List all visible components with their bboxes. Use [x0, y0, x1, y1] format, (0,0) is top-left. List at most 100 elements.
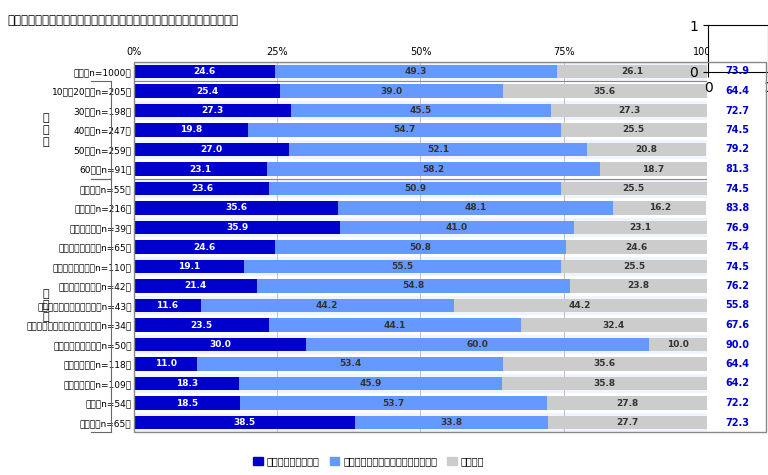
Bar [134, 65, 275, 78]
Text: 45.5: 45.5 [409, 106, 432, 115]
Bar [134, 257, 707, 276]
Bar [600, 162, 707, 176]
Bar [134, 140, 707, 159]
Text: 18.7: 18.7 [642, 164, 664, 173]
Bar [134, 181, 270, 195]
Text: 25.5: 25.5 [623, 184, 644, 193]
Text: 27.3: 27.3 [201, 106, 223, 115]
Text: 54.8: 54.8 [402, 282, 425, 291]
Bar [134, 179, 707, 198]
Text: 50.8: 50.8 [409, 243, 432, 251]
Bar [134, 396, 240, 410]
Legend: 内容まで知っている, 内容は知らないが言葉は知っている, 知らない: 内容まで知っている, 内容は知らないが言葉は知っている, 知らない [250, 452, 488, 470]
Bar [134, 260, 243, 273]
Bar [134, 413, 707, 432]
Text: 49.3: 49.3 [405, 67, 427, 76]
Text: 81.3: 81.3 [725, 164, 750, 174]
Text: 27.3: 27.3 [618, 106, 641, 115]
Bar [339, 221, 574, 234]
Text: 19.8: 19.8 [180, 125, 202, 134]
Bar [502, 377, 707, 390]
Text: 11.6: 11.6 [157, 301, 179, 310]
Text: 74.5: 74.5 [725, 262, 750, 272]
Bar [561, 181, 707, 195]
Bar [240, 396, 548, 410]
Text: 75.4: 75.4 [725, 242, 750, 252]
Text: 44.1: 44.1 [384, 321, 406, 330]
Text: 27.7: 27.7 [616, 418, 638, 427]
Text: 業
種
別: 業 種 別 [42, 289, 49, 322]
Bar [269, 318, 521, 332]
Text: 60.0: 60.0 [467, 340, 488, 349]
Text: 72.2: 72.2 [725, 398, 750, 408]
Text: 23.1: 23.1 [190, 164, 211, 173]
Text: 72.7: 72.7 [725, 105, 750, 115]
Text: 20.8: 20.8 [635, 145, 657, 154]
Bar [243, 260, 561, 273]
Text: 76.2: 76.2 [725, 281, 750, 291]
Text: 年
代
別: 年 代 別 [42, 114, 49, 147]
Bar [551, 104, 707, 117]
Bar [134, 123, 248, 137]
Bar [521, 318, 707, 332]
Bar [270, 181, 561, 195]
Bar [248, 123, 561, 137]
Text: 54.7: 54.7 [393, 125, 415, 134]
Bar [134, 299, 200, 313]
Bar [355, 416, 548, 429]
Bar [134, 354, 707, 374]
Bar [200, 299, 454, 313]
Bar [134, 84, 280, 98]
Bar [571, 279, 707, 293]
Bar [134, 393, 707, 413]
Bar [134, 240, 275, 254]
Bar [649, 338, 707, 352]
Bar [561, 260, 707, 273]
Text: 72.3: 72.3 [725, 418, 750, 428]
Text: 24.6: 24.6 [625, 243, 647, 251]
Text: 21.4: 21.4 [184, 282, 207, 291]
Text: 27.0: 27.0 [200, 145, 223, 154]
Text: 33.8: 33.8 [440, 418, 462, 427]
Bar [338, 201, 614, 215]
Text: 23.1: 23.1 [630, 223, 651, 232]
Text: 35.6: 35.6 [594, 360, 616, 369]
Bar [306, 338, 650, 352]
Text: 58.2: 58.2 [422, 164, 444, 173]
Bar [134, 101, 707, 120]
Text: カーボンニュートラルについてどの程度知っているか　［単一回答形式］: カーボンニュートラルについてどの程度知っているか ［単一回答形式］ [8, 14, 239, 27]
Bar [454, 299, 707, 313]
Text: 64.4: 64.4 [725, 86, 750, 96]
Bar [257, 279, 571, 293]
Bar [134, 374, 707, 393]
Text: 18.5: 18.5 [177, 399, 198, 408]
Bar [503, 84, 707, 98]
Text: 24.6: 24.6 [194, 243, 216, 251]
Bar [134, 198, 707, 218]
Bar [587, 142, 706, 156]
Text: 23.8: 23.8 [627, 282, 650, 291]
Text: 16.2: 16.2 [649, 203, 670, 212]
Text: 35.6: 35.6 [594, 86, 616, 95]
Bar [574, 221, 707, 234]
Bar [290, 104, 551, 117]
Bar [134, 104, 290, 117]
Bar [134, 237, 707, 257]
Text: 53.4: 53.4 [339, 360, 361, 369]
Bar [503, 357, 707, 371]
Bar [134, 357, 197, 371]
Text: 35.8: 35.8 [593, 379, 615, 388]
Text: 35.9: 35.9 [226, 223, 248, 232]
Bar [134, 81, 707, 101]
Text: 74.5: 74.5 [725, 183, 750, 193]
Text: 67.6: 67.6 [725, 320, 750, 330]
Text: 25.5: 25.5 [623, 125, 644, 134]
Bar [134, 218, 707, 237]
Bar [558, 65, 707, 78]
Text: 55.8: 55.8 [725, 301, 750, 311]
Bar [134, 318, 269, 332]
Bar [134, 315, 707, 335]
Bar [134, 276, 707, 296]
Text: 64.4: 64.4 [725, 359, 750, 369]
Text: 50.9: 50.9 [404, 184, 426, 193]
